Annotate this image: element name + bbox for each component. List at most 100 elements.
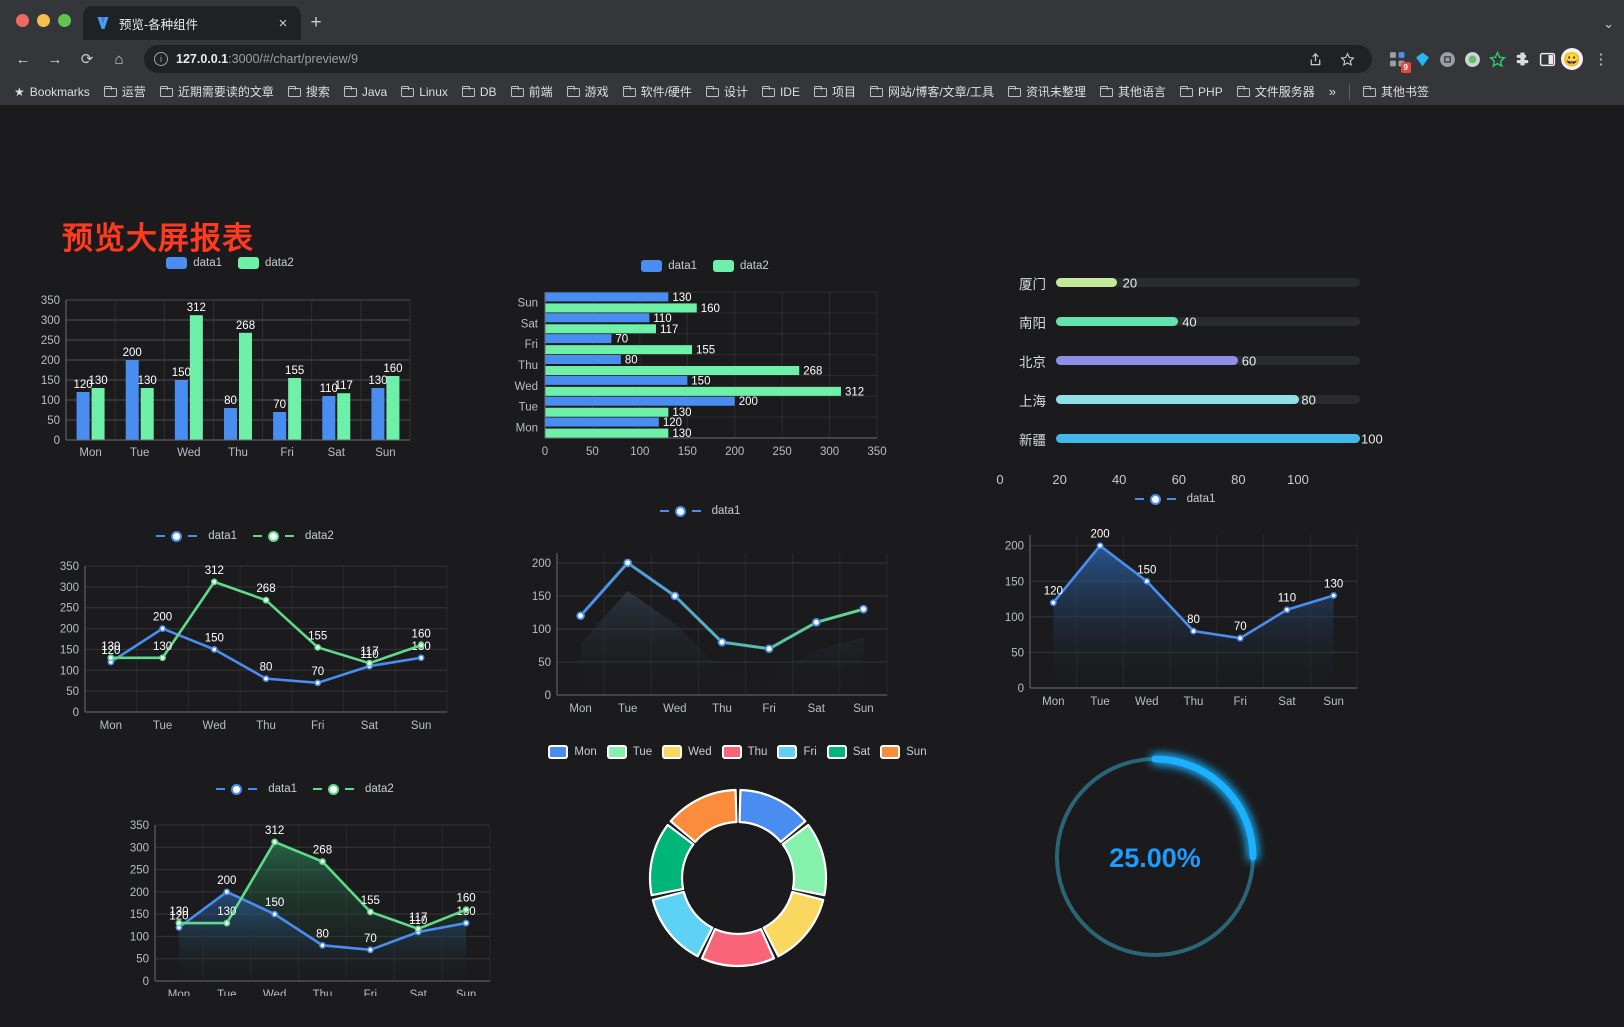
bar (239, 332, 252, 440)
other-bookmarks-label: 其他书签 (1380, 85, 1429, 99)
legend-item-data1[interactable]: data1 (659, 505, 740, 517)
bookmark-folder[interactable]: 其他语言 (1094, 80, 1172, 103)
progress-axis-tick: 80 (1231, 472, 1246, 487)
bookmark-label: 文件服务器 (1254, 85, 1315, 99)
bookmarks-overflow-button[interactable]: » (1328, 84, 1336, 99)
data-point (159, 654, 166, 662)
bookmark-folder[interactable]: 资讯未整理 (1002, 80, 1092, 103)
point-value-label: 160 (412, 628, 431, 640)
minimize-window-button[interactable] (37, 13, 50, 27)
progress-axis-tick: 100 (1287, 472, 1309, 487)
folder-icon (103, 86, 117, 97)
bar (91, 388, 105, 440)
progress-track[interactable]: 100 (1056, 431, 1383, 446)
legend-item-tue[interactable]: Tue (606, 745, 652, 759)
bookmark-folder[interactable]: 网站/博客/文章/工具 (864, 80, 1000, 103)
back-button[interactable]: ← (15, 50, 31, 68)
legend-item-wed[interactable]: Wed (662, 745, 712, 759)
data-point (262, 675, 270, 683)
sidepanel-icon[interactable] (1536, 48, 1558, 70)
legend-item-data1[interactable]: data1 (641, 260, 697, 272)
legend-item-mon[interactable]: Mon (548, 745, 597, 759)
bookmark-folder[interactable]: 前端 (505, 80, 559, 103)
legend-item-data1[interactable]: data1 (216, 783, 297, 795)
folder-icon (813, 86, 827, 97)
browser-menu-icon[interactable]: ⋮ (1593, 51, 1609, 68)
legend-item-thu[interactable]: Thu (721, 745, 767, 759)
point-value-label: 200 (1090, 529, 1109, 541)
profile-avatar[interactable]: 😀 (1561, 48, 1583, 70)
legend-item-fri[interactable]: Fri (777, 745, 817, 759)
folder-icon (1236, 86, 1250, 97)
legend-label: Mon (574, 746, 597, 758)
address-bar[interactable]: i 127.0.0.1:3000/#/chart/preview/9 (144, 45, 1372, 73)
bookmark-folder[interactable]: 搜索 (282, 80, 336, 103)
maximize-window-button[interactable] (58, 13, 71, 27)
legend-marker-icon (268, 530, 279, 542)
legend-item-sun[interactable]: Sun (880, 745, 927, 759)
diamond-icon[interactable] (1411, 48, 1433, 70)
progress-track[interactable]: 40 (1056, 314, 1360, 329)
tab-list-menu-icon[interactable]: ⌄ (1603, 16, 1614, 31)
bar-value-label: 70 (615, 334, 628, 346)
extensions-grid-icon[interactable]: 9 (1386, 48, 1411, 73)
command-icon[interactable] (1436, 48, 1458, 70)
bookmark-folder[interactable]: 文件服务器 (1231, 80, 1321, 103)
star-outline-green-icon[interactable] (1486, 48, 1508, 70)
progress-row: 厦门 20 (1000, 263, 1360, 302)
legend-item-data1[interactable]: data1 (156, 530, 237, 542)
bookmark-folder[interactable]: Java (338, 82, 393, 102)
legend-donut: Mon Tue Wed Thu Fri Sat Sun (545, 745, 930, 759)
y-tick-label: Thu (518, 360, 538, 372)
other-bookmarks-folder[interactable]: 其他书签 (1357, 80, 1435, 103)
legend-marker-icon (231, 783, 243, 795)
circle-green-icon[interactable] (1461, 48, 1483, 70)
bookmark-folder[interactable]: PHP (1174, 82, 1229, 102)
data-point (1236, 634, 1244, 642)
progress-track[interactable]: 20 (1056, 275, 1360, 290)
bookmark-folder[interactable]: 游戏 (561, 80, 615, 103)
progress-track[interactable]: 60 (1056, 353, 1360, 368)
x-tick-label: Fri (280, 447, 293, 459)
chart-line-two-series: data1 data2 0 50 100 150 200 250 300 350 120 200 1… (35, 530, 455, 745)
folder-icon (401, 86, 415, 97)
progress-track[interactable]: 80 (1056, 392, 1360, 407)
site-info-icon[interactable]: i (154, 52, 168, 66)
legend-item-sat[interactable]: Sat (826, 745, 870, 759)
forward-button[interactable]: → (47, 50, 63, 68)
legend-item-data1[interactable]: data1 (166, 257, 222, 269)
legend-item-data2[interactable]: data2 (713, 260, 769, 272)
bookmark-folder[interactable]: DB (456, 82, 503, 102)
reload-button[interactable]: ⟳ (80, 51, 94, 68)
bookmark-folder[interactable]: 设计 (700, 80, 754, 103)
legend-item-data2[interactable]: data2 (253, 530, 334, 542)
donut-segment-mon (738, 788, 807, 843)
bookmarks-manager-item[interactable]: ★ Bookmarks (8, 82, 96, 102)
legend-item-data2[interactable]: data2 (238, 257, 294, 269)
browser-tab[interactable]: 预览-各种组件 × (83, 6, 301, 40)
share-icon[interactable] (1300, 44, 1330, 74)
folder-icon (1180, 86, 1194, 97)
bookmark-star-icon[interactable] (1332, 44, 1362, 74)
bookmark-folder[interactable]: Linux (395, 82, 454, 102)
bookmark-folder[interactable]: 运营 (98, 80, 152, 103)
data-point (1330, 592, 1338, 599)
data-point (462, 906, 470, 914)
x-tick-label: Wed (203, 720, 226, 732)
bookmark-folder[interactable]: 项目 (808, 80, 862, 103)
legend-item-data2[interactable]: data2 (313, 783, 394, 795)
legend-item-data1[interactable]: data1 (1134, 493, 1215, 505)
window-controls (12, 0, 83, 40)
bookmark-folder[interactable]: 近期需要读的文章 (154, 80, 280, 103)
data-point (319, 858, 326, 865)
puzzle-icon[interactable] (1511, 48, 1533, 70)
close-tab-button[interactable]: × (278, 14, 288, 32)
new-tab-button[interactable]: + (310, 12, 322, 33)
bar-value-label: 130 (368, 375, 387, 387)
bookmark-folder[interactable]: 软件/硬件 (617, 80, 698, 103)
close-window-button[interactable] (16, 13, 29, 27)
x-tick-label: Sat (328, 447, 346, 459)
legend-swatch-icon (641, 260, 663, 272)
bookmark-folder[interactable]: IDE (756, 82, 806, 102)
home-button[interactable]: ⌂ (114, 50, 124, 68)
